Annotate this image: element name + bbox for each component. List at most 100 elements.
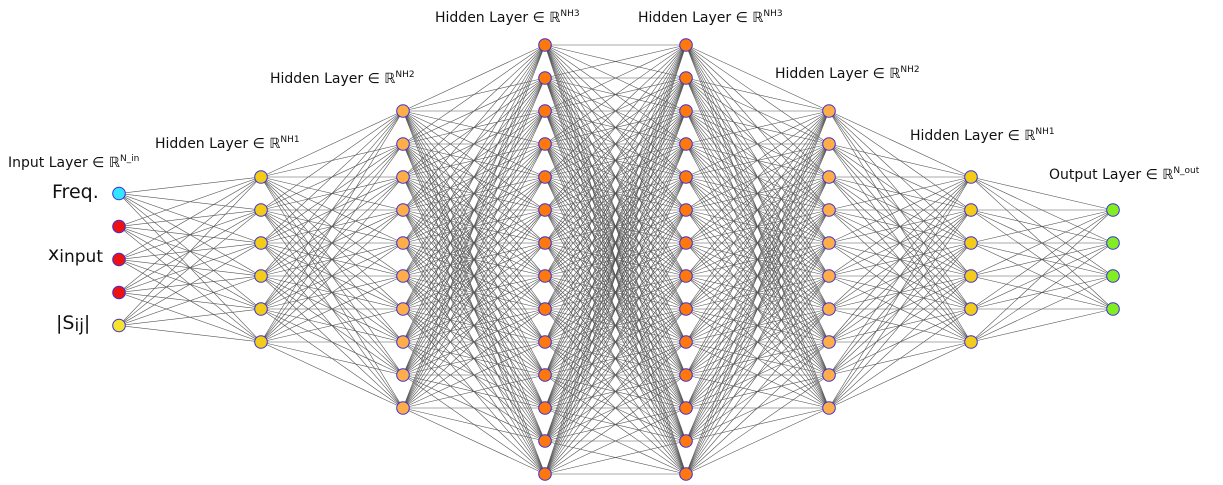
neuron-layer1-4	[254, 302, 268, 316]
edge-l1-2-to-0	[260, 110, 404, 244]
edge-l4-13-to-7	[685, 341, 830, 475]
edge-l3-13-to-7	[544, 275, 687, 475]
neuron-layer2-6	[396, 302, 410, 316]
edge-l4-4-to-0	[685, 110, 830, 178]
neuron-layer3-4	[538, 170, 552, 184]
edge-l4-13-to-4	[685, 242, 830, 475]
edge-l4-12-to-0	[685, 110, 830, 442]
neuron-layer4-8	[679, 302, 693, 316]
edge-l2-9-to-10	[402, 374, 546, 409]
edge-l2-9-to-6	[402, 242, 546, 409]
neuron-layer7-1	[1106, 236, 1120, 250]
edge-l1-5-to-6	[260, 308, 404, 343]
neuron-layer4-2	[679, 104, 693, 118]
neuron-layer3-2	[538, 104, 552, 118]
edge-l4-0-to-0	[685, 44, 830, 112]
neuron-layer4-4	[679, 170, 693, 184]
input-label-x-input: xinput	[48, 243, 103, 267]
edge-l2-9-to-1	[402, 77, 546, 409]
neuron-layer4-3	[679, 137, 693, 151]
neuron-layer5-0	[822, 104, 836, 118]
neuron-layer6-0	[964, 170, 978, 184]
edge-l0-4-to-5	[118, 325, 262, 343]
neuron-layer4-13	[679, 467, 693, 481]
neuron-layer4-0	[679, 38, 693, 52]
edge-l5-9-to-2	[828, 242, 972, 409]
edge-l4-7-to-0	[685, 110, 830, 277]
layer-title-hidden-2: Hidden Layer ∈ ℝNH2	[270, 70, 415, 88]
edge-l0-1-to-0	[118, 176, 262, 227]
edge-l6-2-to-0	[970, 209, 1114, 244]
edge-l4-13-to-8	[685, 374, 830, 475]
neuron-layer0-1	[112, 219, 126, 234]
edge-l3-13-to-12	[544, 440, 687, 475]
edge-l3-13-to-10	[544, 374, 687, 475]
neuron-layer3-3	[538, 137, 552, 151]
neuron-layer7-2	[1106, 269, 1120, 283]
edge-l2-3-to-0	[402, 44, 546, 211]
edge-l3-13-to-6	[544, 242, 687, 475]
edge-l3-4-to-0	[544, 44, 687, 178]
edge-l1-5-to-9	[260, 341, 404, 409]
neuron-layer2-8	[396, 368, 410, 382]
edge-l2-9-to-8	[402, 308, 546, 409]
neuron-layer3-9	[538, 335, 552, 349]
neuron-layer0-4	[112, 318, 126, 333]
edge-l5-9-to-5	[828, 341, 972, 409]
neuron-layer5-1	[822, 137, 836, 151]
neuron-layer7-3	[1106, 302, 1120, 316]
edge-l2-2-to-0	[402, 44, 546, 178]
neuron-layer4-7	[679, 269, 693, 283]
neuron-layer1-2	[254, 236, 268, 250]
edge-l3-13-to-9	[544, 341, 687, 475]
edge-l6-5-to-1	[970, 242, 1114, 343]
neuron-layer4-5	[679, 203, 693, 217]
edge-l1-5-to-0	[260, 110, 404, 343]
edge-l3-2-to-0	[544, 44, 687, 112]
edge-l1-5-to-8	[260, 341, 404, 376]
edge-l3-11-to-0	[544, 44, 687, 409]
edge-l2-9-to-5	[402, 209, 546, 409]
layer-title-hidden-3: Hidden Layer ∈ ℝNH3	[435, 9, 580, 27]
edge-l0-4-to-1	[118, 209, 262, 326]
neuron-layer2-7	[396, 335, 410, 349]
neuron-layer1-3	[254, 269, 268, 283]
neuron-layer3-8	[538, 302, 552, 316]
edge-l1-3-to-0	[260, 110, 404, 277]
edge-l2-9-to-4	[402, 176, 546, 409]
neuron-layer1-5	[254, 335, 268, 349]
edge-l5-8-to-0	[828, 176, 972, 376]
edge-l2-1-to-0	[402, 44, 546, 145]
neuron-layer6-5	[964, 335, 978, 349]
edge-l2-5-to-0	[402, 44, 546, 277]
edge-l5-9-to-1	[828, 209, 972, 409]
edge-l2-9-to-2	[402, 110, 546, 409]
edge-l6-0-to-0	[970, 176, 1114, 211]
edge-l2-7-to-0	[402, 44, 546, 343]
neuron-layer2-9	[396, 401, 410, 415]
layer-title-input: Input Layer ∈ ℝN_in	[8, 154, 140, 172]
edge-l5-0-to-0	[828, 110, 972, 178]
edge-l2-9-to-3	[402, 143, 546, 409]
neuron-layer3-11	[538, 401, 552, 415]
edge-l5-3-to-0	[828, 176, 972, 211]
neuron-layer7-0	[1106, 203, 1120, 217]
neuron-layer3-7	[538, 269, 552, 283]
neuron-layer0-2	[112, 252, 126, 267]
edge-l2-9-to-9	[402, 341, 546, 409]
edge-l5-9-to-3	[828, 275, 972, 409]
edge-l4-13-to-3	[685, 209, 830, 475]
edge-l5-5-to-0	[828, 176, 972, 277]
edge-l0-4-to-0	[118, 176, 262, 326]
edge-l1-5-to-2	[260, 176, 404, 343]
neuron-layer2-3	[396, 203, 410, 217]
edge-l4-1-to-0	[685, 77, 830, 112]
edge-l0-0-to-0	[118, 176, 262, 194]
neuron-layer6-3	[964, 269, 978, 283]
edge-l1-5-to-4	[260, 242, 404, 343]
edge-l4-10-to-0	[685, 110, 830, 376]
layer-title-hidden-6: Hidden Layer ∈ ℝNH1	[910, 127, 1055, 145]
neuron-layer3-6	[538, 236, 552, 250]
neuron-layer3-5	[538, 203, 552, 217]
